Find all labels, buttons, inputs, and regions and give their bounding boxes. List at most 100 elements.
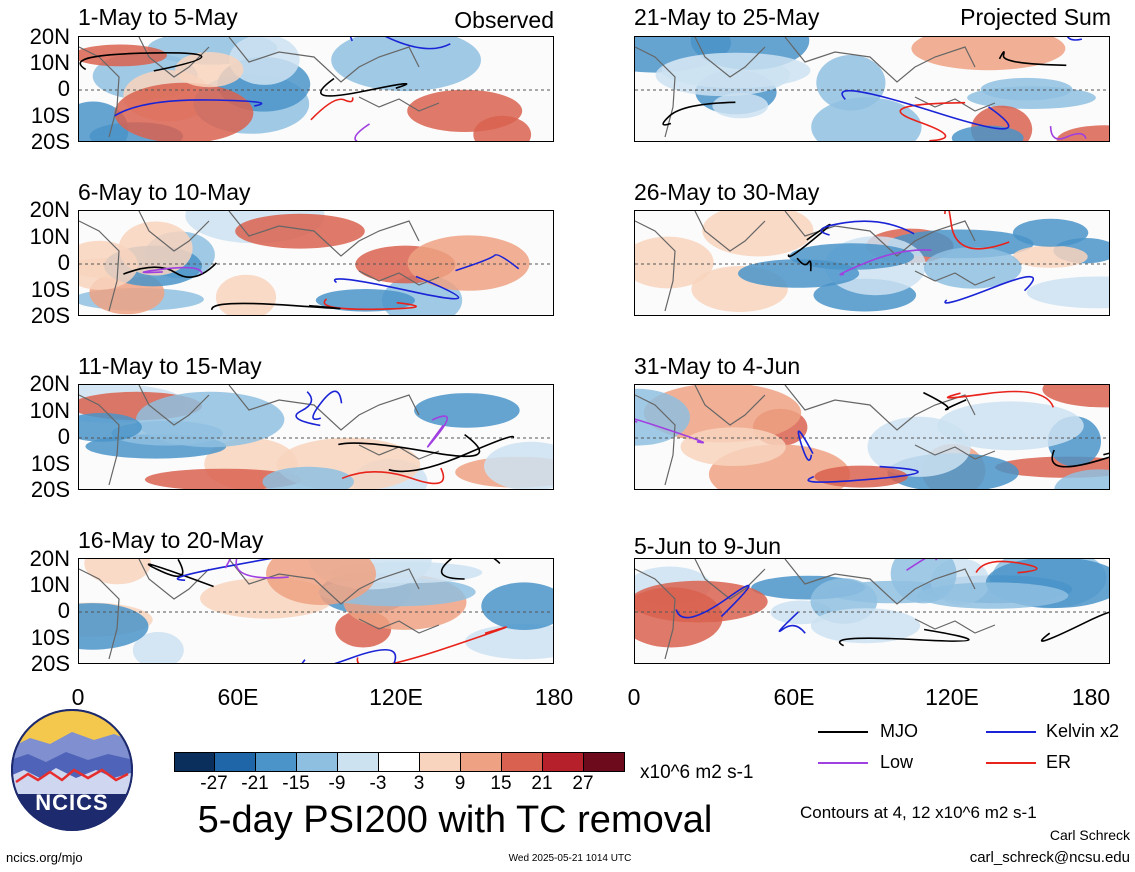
map-field (79, 385, 553, 489)
legend-label-kelvin: Kelvin x2 (1046, 721, 1120, 741)
contour-line (349, 37, 451, 50)
footer-timestamp: Wed 2025-05-21 1014 UTC (508, 853, 632, 864)
colorbar-label: -27 (200, 773, 228, 794)
panel-title-right-3: 31-May to 4-Jun (634, 353, 801, 379)
anomaly-shading (465, 624, 553, 660)
anomaly-shading (911, 37, 1066, 71)
map-panel-left-2 (78, 210, 554, 316)
colorbar-swatch (214, 752, 256, 772)
contour-line (778, 611, 806, 634)
colorbar-label: -15 (282, 773, 310, 794)
map-panel-right-4 (634, 558, 1110, 664)
contour-line (944, 275, 1035, 304)
anomaly-shading (816, 55, 886, 111)
lat-label: 0 (57, 250, 70, 275)
contour-line (147, 559, 214, 588)
map-field (635, 211, 1109, 312)
anomaly-shading (738, 259, 860, 288)
panel-title-right-2: 26-May to 30-May (634, 179, 820, 205)
contour-line (123, 262, 217, 278)
lat-label: 10N (29, 398, 70, 423)
map-field (79, 559, 553, 663)
colorbar-label: 3 (413, 773, 425, 794)
legend-line-er (986, 762, 1036, 764)
colorbar-swatch (337, 752, 379, 772)
lon-label: 180 (534, 684, 574, 710)
contour-line (176, 559, 273, 581)
ncics-logo-graphic (11, 709, 133, 831)
colorbar-label: 15 (490, 773, 512, 794)
panel-title-right-4: 5-Jun to 9-Jun (634, 533, 782, 559)
contour-line (1049, 126, 1087, 140)
map-panel-right-1 (634, 36, 1110, 142)
legend-label-low: Low (880, 752, 914, 772)
lon-label: 60E (773, 684, 815, 710)
lat-label: 20S (30, 651, 70, 676)
lat-label: 10S (30, 103, 70, 128)
anomaly-shading (481, 582, 553, 630)
lon-label: 60E (217, 684, 259, 710)
lon-label: 0 (627, 684, 641, 710)
colorbar-label: -3 (369, 773, 387, 794)
colorbar-swatch (583, 752, 625, 772)
contours-note: Contours at 4, 12 x10^6 m2 s-1 (800, 803, 1037, 822)
anomaly-shading (1056, 125, 1109, 141)
lat-label: 10N (29, 224, 70, 249)
anomaly-shading (1054, 469, 1109, 489)
observed-label: Observed (454, 7, 554, 33)
colorbar-swatch (460, 752, 502, 772)
map-field (79, 37, 553, 141)
map-panel-left-3 (78, 384, 554, 490)
anomaly-shading (266, 559, 376, 605)
ncics-logo: NCICS (10, 708, 134, 832)
legend-line-low (818, 762, 868, 764)
contour-line (946, 390, 1055, 408)
legend-label-mjo: MJO (880, 721, 918, 741)
contour-line (354, 123, 370, 141)
contour-line (79, 52, 203, 72)
map-panel-left-4 (78, 558, 554, 664)
anomaly-shading (661, 52, 811, 89)
contour-line (839, 249, 932, 276)
anomaly-shading (702, 211, 814, 257)
contour-line (114, 99, 263, 117)
contour-line (998, 51, 1067, 67)
map-field (635, 559, 1109, 660)
contour-line (388, 435, 515, 473)
contour-line (944, 211, 1010, 250)
lat-label: 10S (30, 451, 70, 476)
contour-line (899, 101, 966, 141)
contour-line (662, 101, 736, 126)
colorbar-units: x10^6 m2 s-1 (640, 762, 754, 783)
panel-title-left-4: 16-May to 20-May (78, 527, 264, 553)
contour-line (975, 560, 1038, 574)
contour-line (923, 391, 967, 411)
anomaly-shading (635, 388, 690, 446)
contour-line (838, 628, 970, 647)
anomaly-shading (132, 631, 184, 663)
contour-line (356, 626, 508, 663)
map-field (635, 385, 1109, 489)
colorbar-label: 9 (454, 773, 466, 794)
panel-title-right-1: 21-May to 25-May (634, 4, 820, 30)
lat-label: 20N (29, 546, 70, 571)
lat-label: 10N (29, 572, 70, 597)
coastline (79, 559, 440, 660)
lat-label: 0 (57, 76, 70, 101)
contour-line (797, 430, 814, 461)
contour-line (820, 220, 915, 236)
anomaly-shading (712, 93, 769, 119)
footer-author: Carl Schreck (1049, 827, 1130, 843)
colorbar-swatch (255, 752, 297, 772)
coastline (635, 385, 996, 486)
anomaly-shading (175, 52, 244, 88)
coastline (79, 211, 440, 312)
lat-label: 20S (30, 129, 70, 154)
anomaly-shading (1012, 245, 1088, 268)
coastline (79, 385, 440, 486)
anomaly-shading (924, 247, 1022, 289)
lat-label: 20N (29, 24, 70, 49)
anomaly-shading (235, 213, 365, 249)
anomaly-shading (84, 559, 151, 585)
colorbar-swatch (378, 752, 420, 772)
